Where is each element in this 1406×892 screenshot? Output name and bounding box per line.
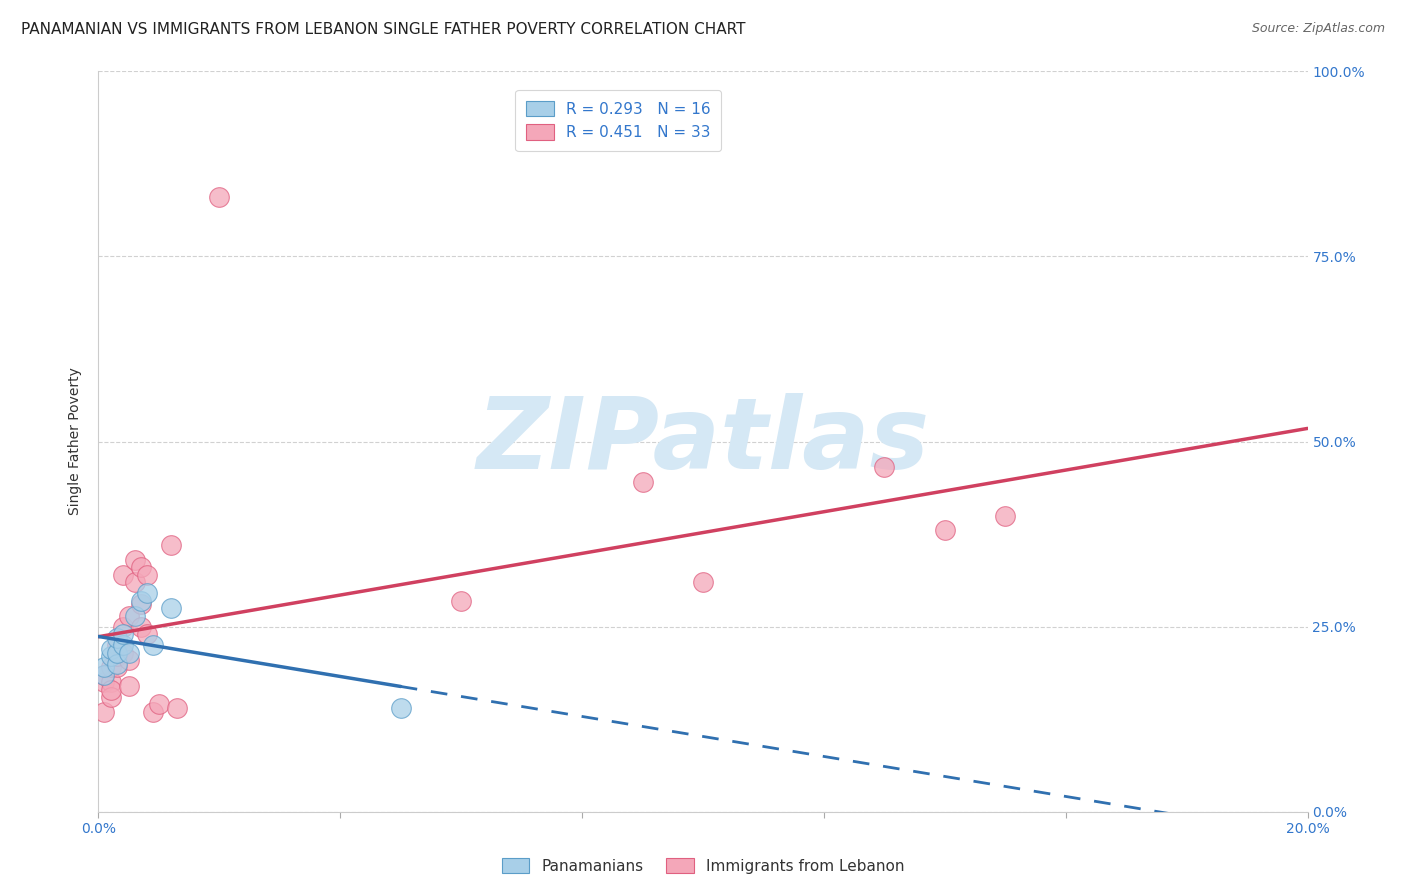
Point bbox=[160, 601, 183, 615]
Point bbox=[100, 675, 122, 690]
Text: PANAMANIAN VS IMMIGRANTS FROM LEBANON SINGLE FATHER POVERTY CORRELATION CHART: PANAMANIAN VS IMMIGRANTS FROM LEBANON SI… bbox=[21, 22, 745, 37]
Point bbox=[105, 657, 128, 671]
Point bbox=[118, 653, 141, 667]
Point bbox=[105, 631, 128, 645]
Point bbox=[631, 475, 654, 490]
Point bbox=[118, 679, 141, 693]
Point bbox=[135, 567, 157, 582]
Point bbox=[100, 690, 122, 704]
Point bbox=[111, 646, 134, 660]
Point bbox=[389, 701, 412, 715]
Text: Source: ZipAtlas.com: Source: ZipAtlas.com bbox=[1251, 22, 1385, 36]
Point bbox=[105, 638, 128, 652]
Y-axis label: Single Father Poverty: Single Father Poverty bbox=[69, 368, 83, 516]
Legend: R = 0.293   N = 16, R = 0.451   N = 33: R = 0.293 N = 16, R = 0.451 N = 33 bbox=[516, 90, 721, 151]
Point bbox=[129, 619, 152, 633]
Point bbox=[100, 682, 122, 697]
Point bbox=[129, 560, 152, 574]
Point bbox=[93, 660, 115, 674]
Point bbox=[692, 575, 714, 590]
Point bbox=[934, 524, 956, 538]
Point bbox=[93, 667, 115, 681]
Point bbox=[994, 508, 1017, 523]
Point bbox=[135, 627, 157, 641]
Point bbox=[105, 660, 128, 674]
Point bbox=[450, 593, 472, 607]
Point bbox=[129, 598, 152, 612]
Point bbox=[111, 638, 134, 652]
Point bbox=[100, 660, 122, 674]
Point bbox=[142, 705, 165, 719]
Point bbox=[93, 667, 115, 681]
Point bbox=[148, 698, 170, 712]
Point bbox=[124, 553, 146, 567]
Point bbox=[160, 538, 183, 552]
Point bbox=[124, 575, 146, 590]
Point bbox=[166, 701, 188, 715]
Point bbox=[111, 567, 134, 582]
Text: ZIPatlas: ZIPatlas bbox=[477, 393, 929, 490]
Point bbox=[111, 619, 134, 633]
Point bbox=[105, 646, 128, 660]
Point bbox=[93, 705, 115, 719]
Point bbox=[105, 649, 128, 664]
Point bbox=[118, 646, 141, 660]
Point bbox=[135, 586, 157, 600]
Point bbox=[208, 190, 231, 204]
Point bbox=[873, 460, 896, 475]
Point bbox=[124, 608, 146, 623]
Point bbox=[100, 641, 122, 656]
Point bbox=[129, 593, 152, 607]
Point bbox=[142, 638, 165, 652]
Point bbox=[111, 627, 134, 641]
Point bbox=[93, 675, 115, 690]
Point bbox=[118, 608, 141, 623]
Point bbox=[100, 649, 122, 664]
Legend: Panamanians, Immigrants from Lebanon: Panamanians, Immigrants from Lebanon bbox=[495, 852, 911, 880]
